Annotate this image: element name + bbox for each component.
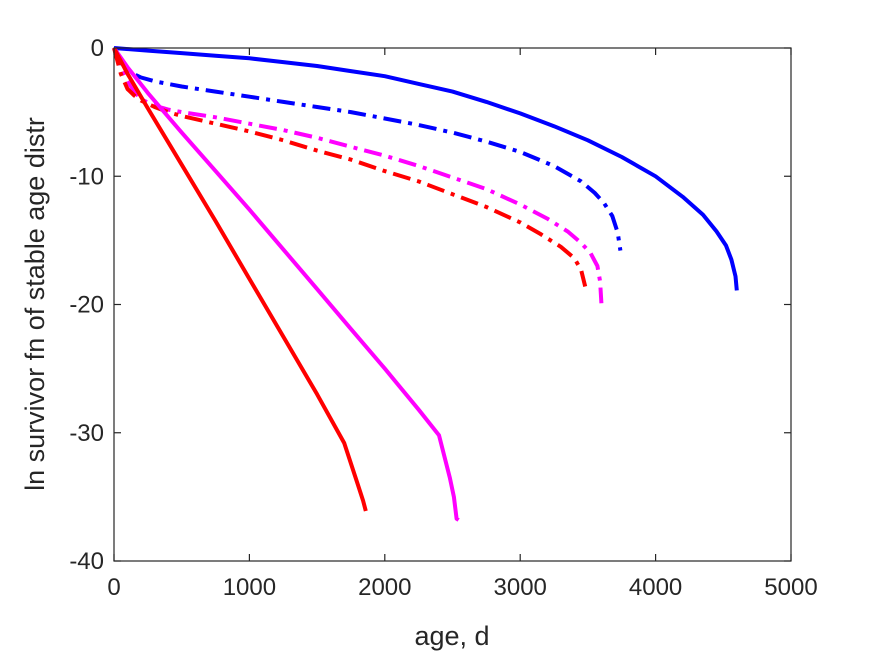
plot-area xyxy=(114,48,791,561)
x-axis-label: age, d xyxy=(414,621,489,651)
series-line-4-dashdot xyxy=(112,47,588,287)
x-tick-label: 1000 xyxy=(223,574,276,601)
x-tick-label: 2000 xyxy=(358,574,411,601)
x-tick-label: 3000 xyxy=(494,574,547,601)
y-tick-label: -40 xyxy=(69,548,104,575)
x-tick-label: 4000 xyxy=(629,574,682,601)
series-line-5-solid xyxy=(112,46,460,522)
y-tick-label: -30 xyxy=(69,420,104,447)
y-tick-label: 0 xyxy=(91,35,104,62)
x-tick-label: 0 xyxy=(107,574,120,601)
y-axis-label: ln survivor fn of stable age distr xyxy=(20,117,50,491)
y-tick-label: -20 xyxy=(69,292,104,319)
series-line-6-solid xyxy=(112,47,368,512)
series-layer xyxy=(112,46,739,522)
x-tick-label: 5000 xyxy=(764,574,817,601)
ticks-layer: 0 1000 2000 3000 4000 5000 -40 -30 -20 -10 0 xyxy=(69,35,817,601)
series-line-2-dashdot xyxy=(112,47,623,251)
y-tick-label: -10 xyxy=(69,163,104,190)
series-line-1-solid xyxy=(113,46,739,291)
